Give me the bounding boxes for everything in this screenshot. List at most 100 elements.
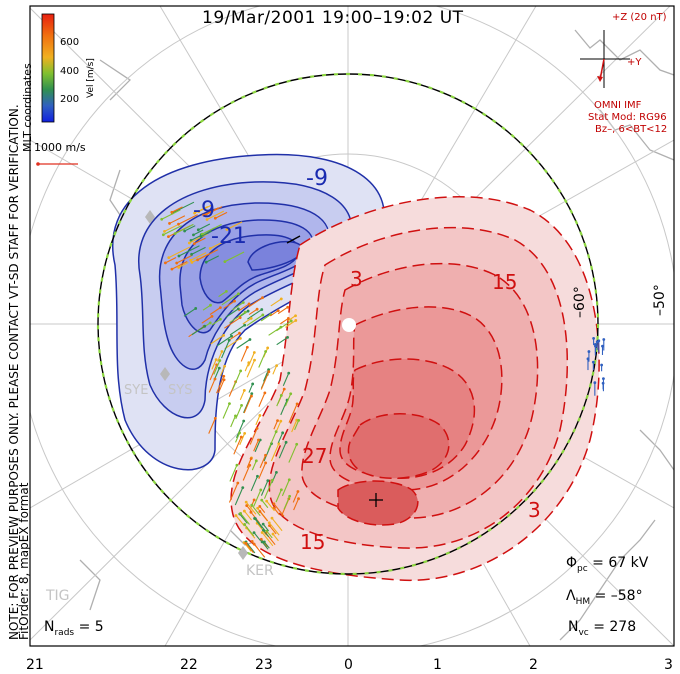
velocity-vector: [273, 420, 279, 430]
velocity-vector-origin: [277, 442, 281, 446]
velocity-vector-origin: [253, 517, 256, 520]
velocity-colorbar: [41, 13, 55, 123]
velocity-vector-origin: [279, 488, 283, 492]
velocity-vector: [184, 225, 196, 232]
mlt-tick-3: 3: [664, 657, 673, 673]
velocity-vector: [169, 215, 186, 224]
velocity-vector-origin: [209, 303, 212, 307]
velocity-vector: [245, 542, 254, 554]
contour-label-pos-4: 15: [300, 530, 326, 554]
velocity-vector-origin: [264, 461, 268, 465]
velocity-vector-origin: [261, 313, 265, 317]
radar-label-tig: TIG: [46, 588, 70, 604]
velocity-vector: [275, 489, 282, 503]
velocity-vector: [200, 230, 212, 237]
velocity-vector: [261, 532, 274, 547]
radar-label-sye: SYE: [124, 383, 149, 398]
hm-boundary-markers: [96, 72, 600, 576]
velocity-vector-origin: [279, 394, 283, 397]
velocity-vector-origin: [268, 524, 271, 528]
velocity-vector: [246, 458, 252, 468]
velocity-vector: [246, 527, 256, 539]
velocity-vector-origin: [167, 256, 171, 259]
velocity-vector-origin: [218, 317, 222, 321]
velocity-vector: [277, 306, 289, 315]
velocity-vector: [251, 504, 261, 517]
velocity-vector-origin: [241, 486, 245, 490]
velocity-vector: [208, 378, 216, 393]
velocity-vector-origin: [600, 363, 604, 367]
mlt-tick-0: 0: [344, 657, 353, 673]
velocity-vector-origin: [177, 265, 181, 269]
velocity-vector: [248, 383, 254, 393]
velocity-vector: [283, 496, 291, 510]
velocity-vector-origin: [593, 381, 597, 385]
velocity-vector: [248, 297, 263, 308]
velocity-vector: [251, 460, 257, 471]
velocity-vector-origin: [239, 336, 242, 340]
velocity-vector-origin: [295, 442, 299, 446]
velocity-vector: [280, 317, 289, 325]
velocity-vector: [273, 503, 285, 517]
velocity-vector-origin: [250, 392, 254, 396]
radar-label-ker: KER: [246, 563, 274, 579]
velocity-vector-origin: [161, 233, 165, 237]
velocity-vector: [281, 479, 290, 497]
velocity-vector: [223, 300, 235, 309]
velocity-vector-origin: [297, 419, 301, 422]
velocity-vector: [268, 326, 282, 336]
velocity-vector: [246, 314, 264, 327]
velocity-vector-origin: [289, 319, 293, 323]
velocity-vector-origin: [243, 523, 247, 526]
imf-by-label: +Y: [627, 57, 642, 68]
velocity-vector-origin: [255, 426, 259, 430]
velocity-vector-origin: [250, 503, 254, 507]
velocity-vector-origin: [275, 364, 279, 367]
velocity-vector-origin: [287, 478, 291, 482]
velocity-vector: [210, 334, 224, 345]
velocity-vector-origin: [297, 497, 300, 501]
velocity-vector: [165, 257, 177, 264]
velocity-vector-origin: [204, 260, 208, 264]
velocity-vector: [239, 433, 246, 446]
velocity-vector: [216, 335, 232, 347]
velocity-vector: [263, 479, 273, 499]
velocity-vector-origin: [210, 314, 214, 318]
velocity-vector-origin: [164, 261, 167, 265]
velocity-vector-origin: [187, 241, 191, 245]
velocity-vector-origin: [252, 531, 256, 535]
velocity-vector-origin: [252, 542, 256, 546]
velocity-vector-origin: [243, 431, 247, 435]
velocity-vector-origin: [260, 498, 264, 502]
velocity-vector: [194, 206, 209, 214]
velocity-vector-origin: [189, 238, 193, 242]
velocity-vector-origin: [170, 267, 174, 271]
velocity-vector: [178, 245, 200, 257]
velocity-vector-origin: [276, 309, 280, 313]
stat-lambda-hm: ΛHM = –58°: [566, 588, 643, 607]
velocity-vector-origin: [263, 391, 267, 395]
velocity-vector: [268, 522, 280, 536]
contour-label-neg-3: -21: [211, 224, 247, 249]
velocity-vector-origin: [250, 540, 254, 543]
velocity-vector: [278, 442, 287, 459]
velocity-vector-origin: [260, 540, 264, 544]
velocity-vector-origin: [217, 366, 221, 370]
contour-label-pos-3: 27: [302, 444, 328, 468]
velocity-vector: [287, 315, 296, 322]
fitorder-text: FitOrder: 8, mapEX format: [17, 482, 31, 640]
velocity-vector: [254, 518, 263, 529]
velocity-vector: [242, 465, 251, 481]
radar-label-sys: SYS: [168, 383, 193, 398]
velocity-vector-origin: [213, 377, 217, 381]
velocity-vector-origin: [228, 402, 231, 406]
velocity-vector: [258, 392, 266, 407]
velocity-vector: [269, 310, 279, 317]
velocity-vector-origin: [286, 335, 289, 339]
velocity-vector-origin: [243, 310, 247, 314]
velocity-vector: [230, 415, 236, 428]
velocity-vector: [254, 439, 261, 453]
velocity-vector: [213, 360, 221, 375]
velocity-vector-origin: [213, 416, 217, 420]
velocity-vector: [201, 315, 213, 324]
